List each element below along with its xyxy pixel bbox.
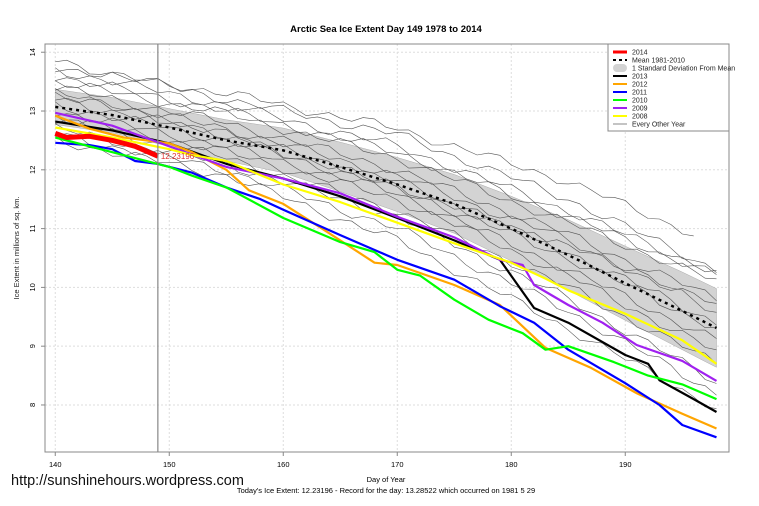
std-dev-band [55,89,717,368]
footer-text: Today's Ice Extent: 12.23196 - Record fo… [237,486,535,495]
series-line-2008 [55,126,718,365]
y-tick-label: 8 [28,403,37,407]
y-tick-label: 14 [28,48,37,56]
other-year-line [55,69,694,237]
other-year-line [55,67,717,273]
legend-label: Every Other Year [632,122,686,129]
series-line-2011 [55,141,717,439]
other-year-line [55,77,717,275]
x-tick-label: 160 [277,460,290,469]
x-tick-label: 150 [163,460,176,469]
y-axis-label: Ice Extent in millions of sq. km. [12,197,21,300]
mean-line-group [55,105,718,330]
legend-label: 2013 [632,74,648,81]
legend-label: 1 Standard Deviation From Mean [632,66,735,73]
series-line-2010 [55,136,717,401]
legend-label: 2008 [632,114,648,121]
mean-line [55,105,718,330]
today-label: 12.23196 [161,152,195,161]
series-line-2012 [54,114,717,430]
x-tick-label: 140 [49,460,62,469]
axes: 140 150 160 170 180 190 8 9 10 11 12 13 14 [28,48,632,469]
plot-frame [44,43,730,453]
legend-label: 2014 [632,50,648,57]
std-dev-band-area [55,89,717,368]
x-tick-label: 190 [619,460,632,469]
x-axis-label: Day of Year [367,475,406,484]
legend-label: 2012 [632,82,648,89]
other-year-line [55,135,717,409]
other-year-line [55,113,717,339]
legend-box [607,43,730,132]
y-tick-label: 11 [28,225,37,233]
chart-title: Arctic Sea Ice Extent Day 149 1978 to 20… [290,24,482,35]
other-year-line [55,97,717,326]
x-tick-label: 170 [391,460,404,469]
series-line-2014 [54,131,159,159]
watermark-url: http://sunshinehours.wordpress.com [11,473,244,489]
legend-label: 2011 [632,90,647,97]
legend-label: Mean 1981-2010 [632,58,685,65]
y-tick-label: 10 [28,283,37,291]
other-year-line [55,88,717,313]
y-tick-label: 9 [28,344,37,348]
y-tick-label: 12 [28,166,37,174]
other-year-line [55,133,717,396]
series-lines [54,111,718,439]
legend-label: 2010 [632,98,648,105]
other-year-line [55,92,717,304]
other-year-line [55,85,717,302]
y-tick-label: 13 [28,107,37,115]
x-tick-label: 180 [505,460,518,469]
legend-label: 2009 [632,106,648,113]
other-year-line [55,59,717,273]
legend-swatch [613,64,627,72]
other-year-line [55,80,717,280]
